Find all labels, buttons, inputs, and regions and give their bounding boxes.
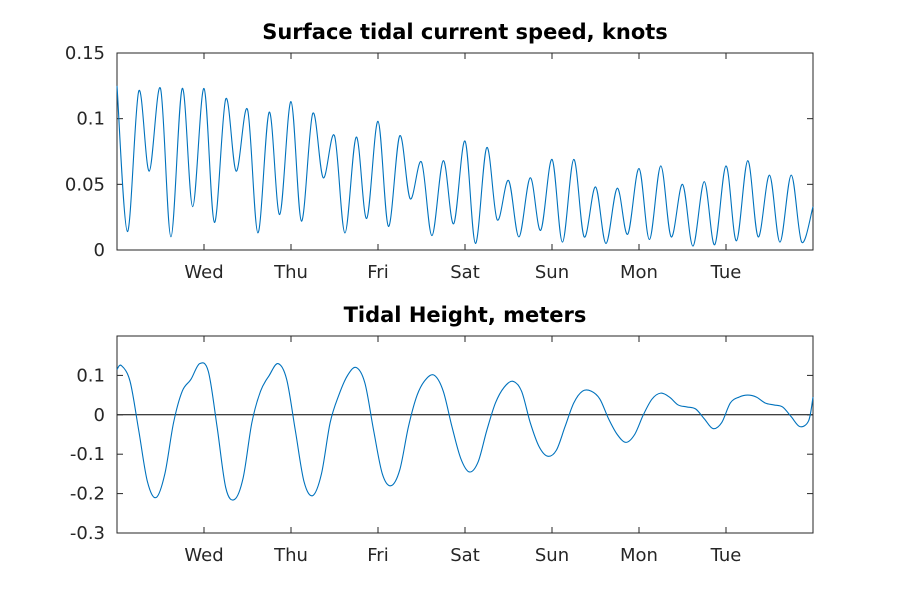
tidal-height-ytick-label: -0.2 bbox=[70, 484, 105, 505]
tidal-height-ytick-label: -0.3 bbox=[70, 523, 105, 544]
current-speed-title: Surface tidal current speed, knots bbox=[262, 20, 668, 44]
current-speed-xtick-label: Fri bbox=[367, 262, 388, 283]
tidal-height-xtick-label: Sun bbox=[535, 545, 569, 566]
tidal-height-xtick-label: Mon bbox=[620, 545, 658, 566]
current-speed-xtick-label: Tue bbox=[710, 262, 742, 283]
current-speed-xtick-label: Wed bbox=[184, 262, 223, 283]
current-speed-xtick-label: Sat bbox=[450, 262, 480, 283]
tidal-height-plot-area bbox=[116, 335, 814, 534]
current-speed-series-line bbox=[116, 85, 814, 247]
tidal-height-ytick-label: 0.1 bbox=[76, 365, 105, 386]
tidal-height-series-line bbox=[116, 362, 814, 501]
tidal-height-xtick-label: Tue bbox=[710, 545, 742, 566]
current-speed-ytick-label: 0.1 bbox=[76, 109, 105, 130]
tidal-height-xtick-label: Thu bbox=[273, 545, 308, 566]
current-speed-xtick-label: Thu bbox=[273, 262, 308, 283]
current-speed-panel: Surface tidal current speed, knots 0 0.05… bbox=[65, 20, 814, 283]
current-speed-ytick-label: 0 bbox=[94, 240, 105, 261]
tidal-height-xtick-label: Sat bbox=[450, 545, 480, 566]
tidal-height-xtick-label: Fri bbox=[367, 545, 388, 566]
tidal-height-panel: Tidal Height, meters -0.3 -0.2 -0.1 0 0.1 Wed… bbox=[70, 303, 814, 566]
current-speed-xtick-label: Sun bbox=[535, 262, 569, 283]
tidal-height-title: Tidal Height, meters bbox=[344, 303, 587, 327]
current-speed-ytick-label: 0.05 bbox=[65, 174, 105, 195]
current-speed-ytick-label: 0.15 bbox=[65, 43, 105, 64]
current-speed-xtick-label: Mon bbox=[620, 262, 658, 283]
tidal-height-ytick-label: -0.1 bbox=[70, 444, 105, 465]
tidal-height-ytick-label: 0 bbox=[94, 405, 105, 426]
tidal-height-xtick-label: Wed bbox=[184, 545, 223, 566]
